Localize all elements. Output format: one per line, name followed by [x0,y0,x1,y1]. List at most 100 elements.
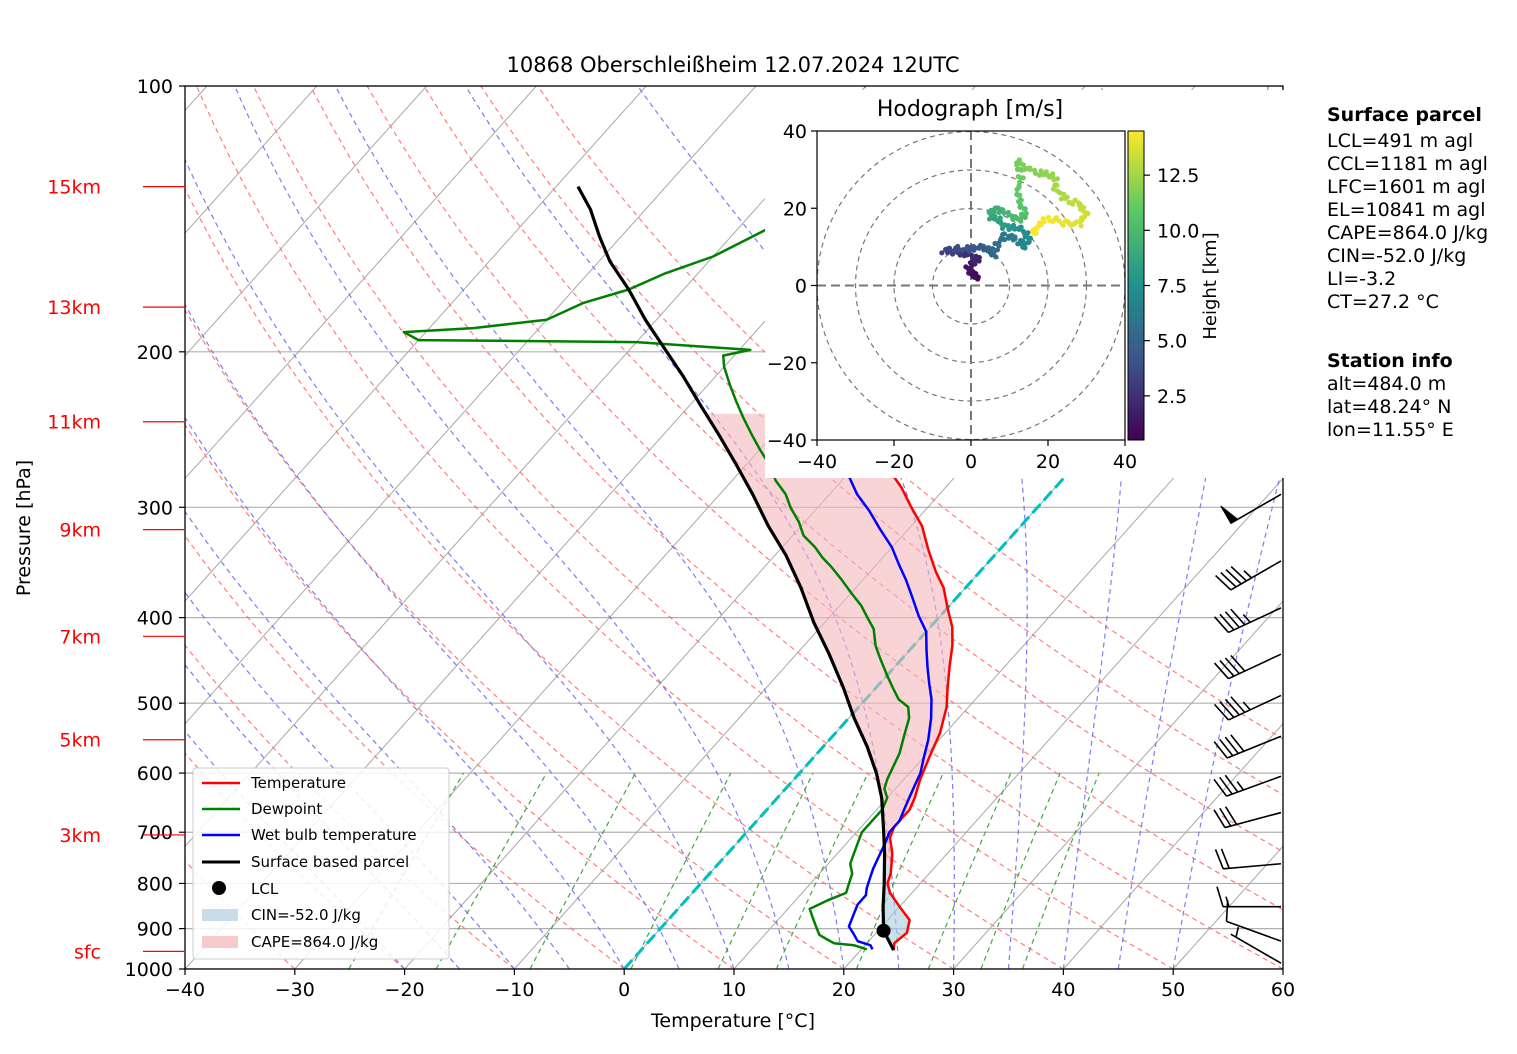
wind-barb-pennant [1220,505,1239,524]
wind-barb-feather [1224,657,1240,675]
colorbar-tick-label: 10.0 [1157,220,1199,242]
wind-barb-feather [1213,616,1230,633]
hodograph-point [995,218,1001,224]
moist-adiabat-line [185,416,625,969]
station-info-heading: Station info [1327,350,1453,372]
y-tick-label: 600 [137,763,173,785]
hodograph-point [1074,219,1080,225]
station-latitude: lat=48.24° N [1327,396,1451,418]
wind-barb-feather [1213,703,1230,721]
wind-barb [1213,694,1282,721]
wind-barb-feather [1224,611,1240,628]
hodograph-point [971,247,977,253]
station-longitude: lon=11.55° E [1327,419,1454,441]
hodograph-point [1059,220,1065,227]
legend-label-parcel: Surface based parcel [251,853,409,871]
x-tick-label: −20 [385,979,425,1001]
hodograph-point [998,237,1004,243]
hodograph-point [965,265,971,272]
moist-adiabat-line [185,158,735,969]
x-tick-label: 30 [942,979,966,1001]
hodograph-y-tick-label: 0 [795,276,807,298]
station-altitude: alt=484.0 m [1327,373,1446,395]
wind-barb-staff [1224,811,1282,829]
hodograph-point [1066,220,1072,227]
hodograph-point [1050,186,1056,192]
hodograph-point [1016,184,1022,190]
colorbar-tick-label: 12.5 [1157,165,1199,187]
y-axis-label: Pressure [hPa] [13,460,35,596]
hodograph-point [1063,195,1069,201]
hodograph-x-tick-label: 0 [965,451,977,473]
wind-barb-staff [1228,607,1282,634]
x-tick-label: 60 [1271,979,1295,1001]
y-tick-label: 200 [137,342,173,364]
lcl-marker [876,923,891,938]
isotherm-line [185,86,647,602]
hodograph-point [985,245,992,251]
colorbar-tick-label: 2.5 [1157,386,1187,408]
wind-barb-feather [1213,778,1228,797]
y-tick-label: 800 [137,873,173,895]
mixing-ratio-line [630,772,732,969]
hodograph-point [1015,192,1021,198]
dewpoint-line [402,179,911,951]
legend-swatch-cape [202,936,238,948]
wind-barb-feather [1225,568,1242,585]
height-label: 7km [59,626,101,648]
isotherm-line [185,86,427,357]
cape-value: CAPE=864.0 J/kg [1327,222,1488,244]
hodograph-y-tick-label: 40 [783,121,807,143]
hodograph-point [1017,197,1024,203]
lcl-value: LCL=491 m agl [1327,130,1473,152]
wind-barb-feather [1224,736,1239,754]
legend-label-cin: CIN=-52.0 J/kg [251,906,361,924]
wind-barb [1216,886,1281,908]
dry-adiabat-line [185,308,845,969]
hodograph-point [971,274,978,280]
hodograph-point [1038,168,1044,174]
wind-barb-feather [1224,698,1240,716]
height-label: 9km [59,520,101,542]
height-label: 11km [47,412,101,434]
hodograph-point [939,250,945,256]
wind-barb-feather [1230,654,1246,672]
hodograph-point [1032,167,1038,174]
hodograph-point [1021,206,1027,212]
dry-adiabat-line [480,86,1283,796]
cape-area [705,413,953,864]
li-value: LI=-3.2 [1327,268,1396,290]
wind-barb-feather [1219,613,1235,631]
wind-barb-feather [1230,565,1247,582]
wind-barb-feather [1219,807,1232,827]
hodograph-point [958,247,964,253]
wind-barb-feather [1230,696,1246,713]
legend-label-dewpoint: Dewpoint [251,800,322,818]
hodograph-point [1021,241,1027,248]
moist-adiabat-line [334,86,845,969]
height-label: 3km [59,825,101,847]
colorbar-label: Height [km] [1200,232,1221,339]
wind-barb-feather [1220,571,1237,588]
wind-barb-staff [1230,493,1282,524]
hodograph-point [1001,210,1007,216]
isotherm-line [185,86,537,480]
ct-value: CT=27.2 °C [1327,291,1439,313]
y-tick-label: 500 [137,693,173,715]
wind-barb-feather [1219,738,1234,757]
isotherm-line [1063,722,1283,969]
hodograph-point [1031,230,1037,237]
hodograph-point [955,243,961,250]
chart-title: 10868 Oberschleißheim 12.07.2024 12UTC [507,53,960,77]
x-tick-label: 10 [722,979,746,1001]
hodograph-point [1020,175,1026,181]
hodograph-point [942,246,949,253]
cape-cin-fills [705,413,953,950]
hodograph-point [1070,201,1076,207]
y-tick-label: 300 [137,497,173,519]
mixing-ratio-line [927,772,1012,969]
hodograph-point [1005,209,1012,216]
wind-barb-staff [1230,933,1282,964]
isotherm-line [843,477,1283,969]
wind-barb [1214,848,1282,870]
